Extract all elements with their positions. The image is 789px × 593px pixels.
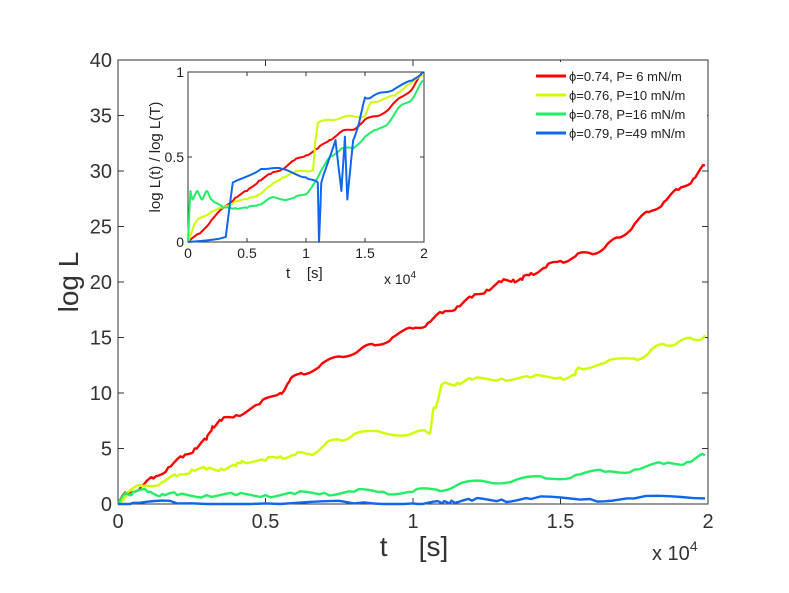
y-tick-label: 25 [90,217,112,239]
x-tick-label: 1.5 [355,245,375,261]
x-tick-label: 1 [407,511,418,533]
inset-x-multiplier: x 104 [384,270,416,287]
inset-x-multiplier-base: x 10 [384,271,411,287]
y-axis-label: log L [53,252,84,313]
inset-series-line-2 [187,74,424,243]
legend-label-3: ϕ=0.78, P=16 mN/m [569,107,685,122]
series-line-3 [116,452,706,505]
y-tick-label: 1 [176,64,184,80]
y-tick-label: 15 [90,328,112,350]
legend-label-2: ϕ=0.76, P=10 mN/m [569,88,685,103]
y-tick-label: 5 [101,439,112,461]
x-tick-label: 2 [420,245,428,261]
inset-series-group [187,71,424,243]
inset-ticks: 0 0.5 1 1.5 2 0 0.5 1 [165,64,429,261]
legend-label-4: ϕ=0.79, P=49 mN/m [569,126,685,141]
y-tick-label: 35 [90,106,112,128]
inset-x-multiplier-exponent: 4 [410,270,416,281]
inset-plot-frame [187,71,425,243]
y-tick-label: 0 [176,234,184,250]
y-tick-label: 0 [101,494,112,516]
inset-y-axis-label: log L(t) / log L(T) [147,102,164,213]
y-tick-label: 30 [90,161,112,183]
series-line-1 [116,163,706,505]
y-tick-label: 20 [90,272,112,294]
inset-series-line-4 [187,71,424,243]
series-line-4 [118,494,706,506]
x-tick-label: 1 [302,245,310,261]
x-multiplier-exponent: 4 [690,538,698,554]
y-tick-label: 0.5 [165,149,185,165]
x-tick-label: 0 [184,245,192,261]
x-tick-label: 2 [702,511,713,533]
inset-series-line-3 [187,79,424,243]
y-tick-label: 40 [90,50,112,72]
main-series-group [116,163,707,506]
legend: ϕ=0.74, P= 6 mN/m ϕ=0.76, P=10 mN/m ϕ=0.78… [527,62,707,141]
x-tick-label: 0.5 [252,511,280,533]
x-tick-label: 0 [112,511,123,533]
legend-label-1: ϕ=0.74, P= 6 mN/m [569,69,682,84]
y-tick-label: 10 [90,383,112,405]
inset-x-axis-label: t [s] [286,265,323,282]
x-axis-label: t [s] [380,531,448,562]
series-line-2 [117,334,707,506]
x-tick-label: 1.5 [547,511,575,533]
x-tick-label: 0.5 [237,245,257,261]
x-multiplier: x 104 [652,538,698,565]
x-multiplier-base: x 10 [652,543,690,565]
